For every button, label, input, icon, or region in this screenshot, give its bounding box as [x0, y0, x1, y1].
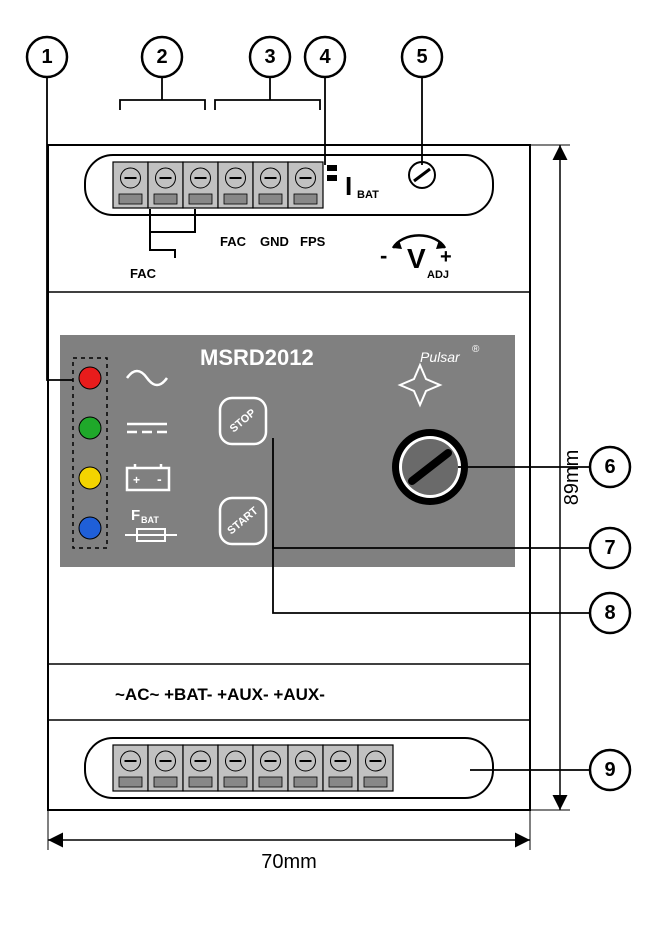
svg-text:-: -: [157, 471, 162, 487]
ibat-label: I: [345, 171, 352, 201]
fac-label: FAC: [130, 266, 157, 281]
height-label: 89mm: [561, 450, 583, 506]
brand-label: Pulsar: [420, 349, 461, 365]
jumper-block: [327, 165, 337, 171]
bottom-terminal: [288, 745, 323, 791]
jumper-block: [327, 175, 337, 181]
ibat-sub: BAT: [357, 189, 379, 201]
status-led: [79, 367, 101, 389]
callout-number: 3: [264, 46, 275, 68]
terminal-label: FPS: [300, 234, 326, 249]
callout-number: 1: [41, 46, 52, 68]
callout-number: 8: [604, 602, 615, 624]
top-terminal: [183, 162, 218, 208]
callout-number: 5: [416, 46, 427, 68]
top-terminal: [113, 162, 148, 208]
bottom-terminal: [323, 745, 358, 791]
fbat-label: F: [131, 507, 140, 524]
svg-text:+: +: [133, 473, 140, 487]
width-label: 70mm: [261, 851, 317, 873]
vadj-plus: +: [440, 246, 452, 268]
svg-text:®: ®: [472, 344, 480, 355]
bottom-terminal: [148, 745, 183, 791]
bottom-terminal: [253, 745, 288, 791]
status-led: [79, 467, 101, 489]
vadj-sub: ADJ: [427, 269, 449, 281]
model-label: MSRD2012: [200, 345, 314, 370]
callout-number: 4: [319, 46, 331, 68]
terminal-label: GND: [260, 234, 289, 249]
bottom-terminal: [113, 745, 148, 791]
top-terminal: [148, 162, 183, 208]
callout-number: 7: [604, 537, 615, 559]
terminal-label: FAC: [220, 234, 247, 249]
status-led: [79, 517, 101, 539]
callout-number: 9: [604, 759, 615, 781]
bottom-terminal: [358, 745, 393, 791]
terminal-row-label: ~AC~ +BAT- +AUX- +AUX-: [115, 685, 325, 704]
callout-number: 6: [604, 456, 615, 478]
vadj-v: V: [407, 243, 426, 274]
svg-text:BAT: BAT: [141, 515, 159, 525]
status-led: [79, 417, 101, 439]
top-terminal: [218, 162, 253, 208]
vadj-minus: -: [380, 243, 387, 268]
callout-number: 2: [156, 46, 167, 68]
bottom-terminal: [183, 745, 218, 791]
top-terminal: [253, 162, 288, 208]
bottom-terminal: [218, 745, 253, 791]
top-terminal: [288, 162, 323, 208]
